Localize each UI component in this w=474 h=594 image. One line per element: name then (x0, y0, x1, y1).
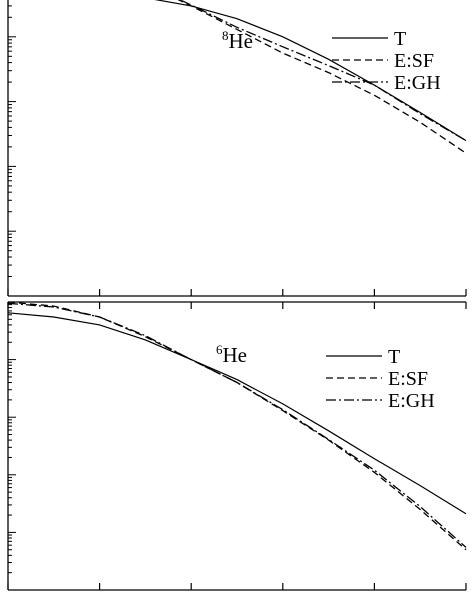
annotation-superscript: 8 (222, 28, 229, 43)
legend: TE:SFE:GH (332, 28, 441, 94)
panel-annotation: 8He (222, 28, 253, 53)
annotation-superscript: 6 (216, 342, 223, 357)
legend-entry: T (394, 28, 406, 50)
panel-top: 8He TE:SFE:GH (7, 0, 467, 297)
annotation-label: He (223, 343, 248, 367)
annotation-label: He (229, 29, 254, 53)
legend-entry: E:GH (388, 390, 435, 412)
series-line-e-gh (178, 0, 467, 142)
legend-entry: E:SF (388, 368, 428, 390)
series-line-e-sf (177, 0, 467, 154)
series-line-t (154, 0, 467, 142)
series-line-t (7, 312, 467, 515)
panel-annotation: 6He (216, 342, 247, 367)
series-line-e-sf (7, 301, 467, 551)
legend-entry: E:GH (394, 72, 441, 94)
panel-bottom: 6He TE:SFE:GH (7, 301, 467, 591)
legend: TE:SFE:GH (326, 346, 435, 412)
series-line-e-gh (7, 302, 467, 548)
legend-entry: E:SF (394, 50, 434, 72)
legend-entry: T (388, 346, 400, 368)
